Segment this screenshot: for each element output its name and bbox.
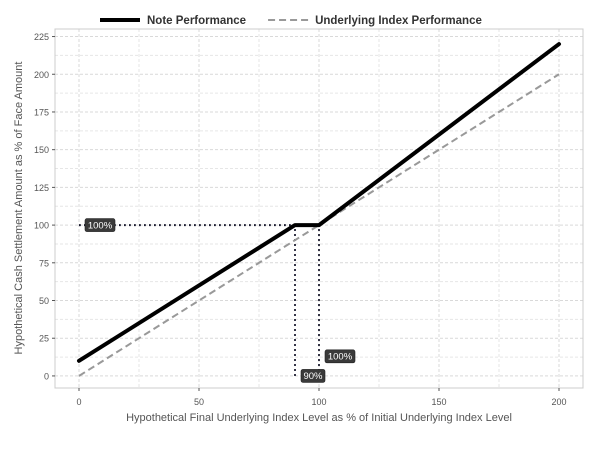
x-tick-label: 200 xyxy=(551,397,566,407)
annotation-box xyxy=(324,349,356,364)
grid xyxy=(55,29,583,388)
y-tick-label: 175 xyxy=(34,107,49,117)
legend-item: Underlying Index Performance xyxy=(268,15,482,27)
legend-label: Underlying Index Performance xyxy=(315,15,482,27)
annotation-label: 100% xyxy=(324,349,356,364)
y-tick-label: 150 xyxy=(34,145,49,155)
annotation-label: 100% xyxy=(84,218,116,232)
annotation-label: 90% xyxy=(300,369,326,383)
series-layer xyxy=(77,42,561,377)
legend: Note Performance Underlying Index Perform… xyxy=(100,15,482,27)
x-tick-label: 100 xyxy=(311,397,326,407)
series-line-underlying-index xyxy=(78,73,560,377)
annotation-text: 90% xyxy=(303,371,323,382)
y-tick-label: 25 xyxy=(39,334,49,344)
y-tick-label: 50 xyxy=(39,296,49,306)
x-axis-title: Hypothetical Final Underlying Index Leve… xyxy=(126,412,512,424)
annotation-text: 100% xyxy=(328,352,353,363)
annotation-box xyxy=(300,369,326,383)
y-tick-label: 100 xyxy=(34,221,49,231)
x-axis-ticks: 0 50 100 150 200 xyxy=(76,388,567,407)
x-tick-label: 150 xyxy=(431,397,446,407)
y-axis-ticks: 0 25 50 75 100 125 150 175 200 225 xyxy=(34,32,55,381)
y-axis-title: Hypothetical Cash Settlement Amount as %… xyxy=(13,62,25,355)
y-tick-label: 125 xyxy=(34,183,49,193)
plot-background xyxy=(55,29,583,388)
y-tick-label: 75 xyxy=(39,258,49,268)
annotations: 100% 90% 100% xyxy=(84,218,356,383)
y-tick-label: 0 xyxy=(44,371,49,381)
series-line-note xyxy=(77,42,561,363)
y-tick-label: 225 xyxy=(34,32,49,42)
x-tick-label: 0 xyxy=(76,397,81,407)
annotation-text: 100% xyxy=(88,220,113,231)
y-tick-label: 200 xyxy=(34,70,49,80)
annotation-box xyxy=(84,218,116,232)
x-tick-label: 50 xyxy=(194,397,204,407)
legend-item: Note Performance xyxy=(100,15,246,27)
legend-label: Note Performance xyxy=(147,15,246,27)
